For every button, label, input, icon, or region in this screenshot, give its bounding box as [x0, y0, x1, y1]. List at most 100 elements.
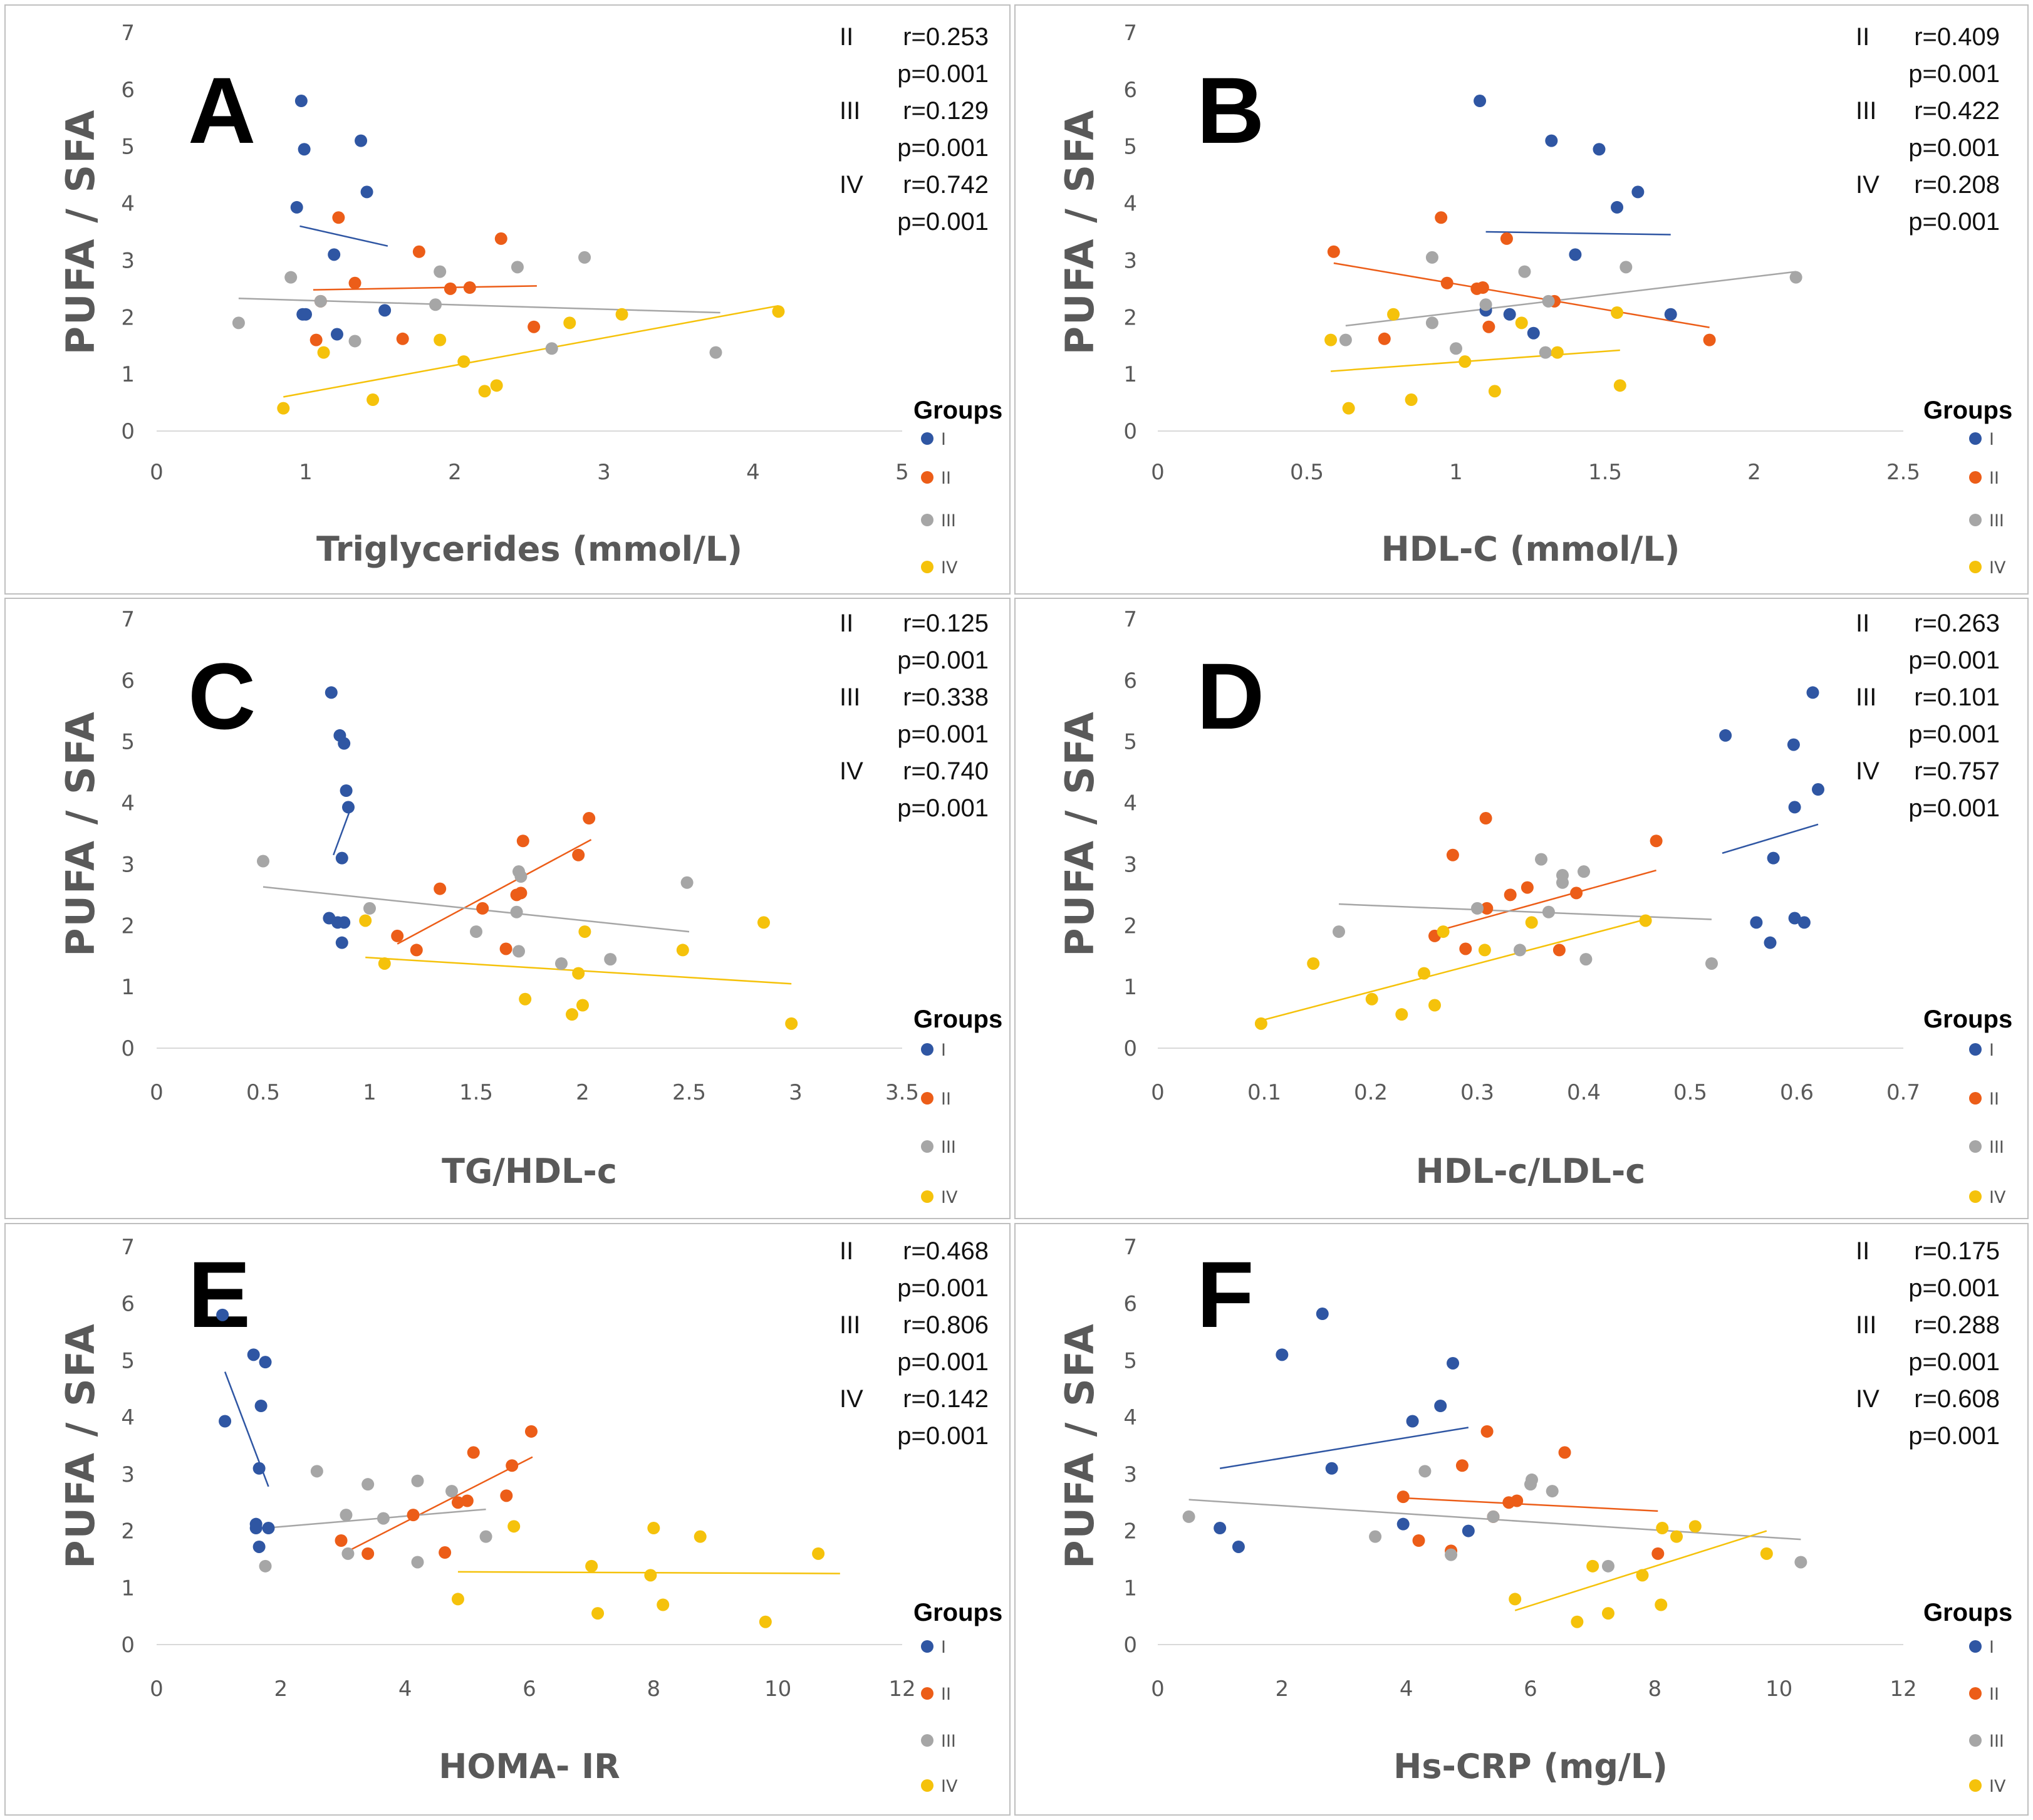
data-point-group-II	[434, 882, 447, 895]
panel-border	[4, 4, 1011, 595]
data-point-group-IV	[812, 1547, 825, 1560]
y-axis-title: PUFA / SFA	[1057, 1323, 1103, 1569]
stat-p-value: p=0.001	[897, 134, 989, 162]
x-tick-label: 10	[1765, 1677, 1792, 1702]
x-tick-label: 0	[150, 1677, 164, 1702]
legend-marker-I	[1969, 1043, 1982, 1056]
data-point-group-III	[578, 251, 591, 264]
x-tick-label: 4	[398, 1677, 412, 1702]
data-point-group-IV	[615, 308, 628, 321]
data-point-group-III	[1339, 333, 1352, 346]
data-point-group-III	[1450, 342, 1462, 355]
x-tick-label: 1	[1449, 460, 1463, 485]
data-point-group-IV	[1760, 1547, 1773, 1560]
x-tick-label: 0.5	[246, 1080, 280, 1105]
data-point-group-III	[1542, 294, 1555, 308]
legend-marker-I	[921, 1043, 933, 1056]
data-point-group-II	[407, 1509, 420, 1522]
data-point-group-I	[1232, 1540, 1245, 1553]
legend-label-III: III	[941, 1732, 956, 1751]
data-point-group-IV	[1670, 1530, 1683, 1543]
stat-p-value: p=0.001	[1908, 134, 2000, 162]
data-point-group-III	[1418, 1465, 1432, 1478]
y-tick-label: 3	[121, 1462, 135, 1487]
stat-p-value: p=0.001	[897, 60, 989, 88]
stat-group-label: IV	[1856, 171, 1880, 199]
stat-group-label: IV	[1856, 757, 1880, 785]
data-point-group-III	[363, 902, 376, 915]
data-point-group-I	[1787, 738, 1800, 751]
stat-r-value: r=0.263	[1914, 610, 2000, 637]
legend-label-I: I	[1989, 1041, 1994, 1060]
data-point-group-IV	[519, 992, 532, 1006]
panel-letter: F	[1197, 1242, 1254, 1347]
y-tick-label: 1	[1123, 1576, 1137, 1601]
data-point-group-I	[290, 200, 303, 214]
data-point-group-I	[1797, 916, 1811, 929]
data-point-group-IV	[490, 379, 503, 392]
legend-label-III: III	[941, 1138, 956, 1157]
data-point-group-III	[555, 957, 568, 970]
stat-r-value: r=0.608	[1914, 1385, 2000, 1413]
stat-p-value: p=0.001	[1908, 720, 2000, 748]
legend-label-IV: IV	[1989, 1188, 2006, 1207]
legend-label-I: I	[941, 1041, 946, 1060]
data-point-group-I	[335, 936, 348, 949]
data-point-group-IV	[1478, 944, 1491, 957]
data-point-group-II	[1378, 332, 1391, 345]
x-tick-label: 0.4	[1567, 1080, 1601, 1105]
data-point-group-II	[1558, 1446, 1571, 1459]
legend-title: Groups	[913, 397, 1002, 424]
data-point-group-I	[259, 1356, 272, 1369]
data-point-group-II	[1504, 888, 1517, 902]
stat-p-value: p=0.001	[897, 794, 989, 822]
y-axis-title: PUFA / SFA	[58, 710, 103, 957]
stat-r-value: r=0.338	[903, 684, 989, 711]
x-tick-label: 12	[888, 1677, 915, 1702]
data-point-group-IV	[576, 999, 589, 1012]
data-point-group-II	[1650, 835, 1663, 848]
legend-label-II: II	[941, 469, 951, 488]
data-point-group-IV	[1428, 999, 1441, 1012]
y-tick-label: 7	[121, 21, 135, 46]
data-point-group-IV	[647, 1522, 660, 1535]
trendline-group-II	[313, 285, 537, 291]
y-tick-label: 1	[121, 1576, 135, 1601]
data-point-group-IV	[1342, 402, 1355, 415]
data-point-group-I	[1788, 801, 1801, 814]
data-point-group-III	[1524, 1478, 1537, 1491]
stat-group-label: II	[840, 23, 853, 51]
data-point-group-I	[1719, 729, 1732, 742]
data-point-group-IV	[1613, 379, 1626, 392]
stat-r-value: r=0.409	[1914, 23, 2000, 51]
data-point-group-II	[451, 1496, 464, 1509]
panel-letter: C	[188, 643, 256, 749]
data-point-group-II	[396, 332, 409, 345]
data-point-group-I	[296, 308, 309, 321]
legend-marker-III	[921, 1140, 933, 1153]
data-point-group-II	[1396, 1490, 1410, 1504]
data-point-group-I	[378, 304, 392, 317]
data-point-group-I	[335, 851, 348, 865]
data-point-group-IV	[1656, 1522, 1669, 1535]
legend-label-IV: IV	[941, 1777, 958, 1796]
panel-letter: D	[1197, 643, 1264, 749]
legend-label-I: I	[1989, 430, 1994, 449]
stat-group-label: III	[840, 684, 860, 711]
x-tick-label: 0	[150, 1080, 164, 1105]
legend-label-III: III	[1989, 511, 2004, 531]
stat-r-value: r=0.175	[1914, 1237, 2000, 1265]
y-tick-label: 4	[1123, 192, 1137, 217]
stat-r-value: r=0.101	[1914, 684, 2000, 711]
stat-group-label: II	[1856, 23, 1869, 51]
data-point-group-II	[439, 1546, 452, 1559]
y-axis-title: PUFA / SFA	[58, 1323, 103, 1569]
data-point-group-II	[500, 1489, 513, 1502]
legend-marker-IV	[1969, 1190, 1982, 1203]
stat-r-value: r=0.757	[1914, 757, 2000, 785]
y-tick-label: 3	[1123, 852, 1137, 877]
y-tick-label: 3	[1123, 248, 1137, 273]
data-point-group-II	[361, 1547, 375, 1560]
stat-group-label: III	[1856, 97, 1876, 125]
